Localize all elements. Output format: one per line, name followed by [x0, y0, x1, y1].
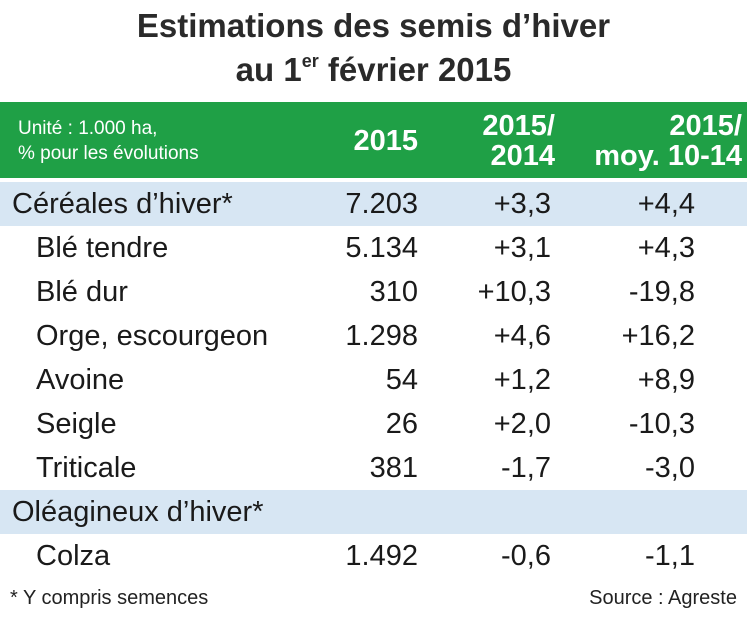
cell-vs-2014: +3,3	[493, 188, 551, 220]
table-header: Unité : 1.000 ha, % pour les évolutions …	[0, 102, 747, 178]
title-line-2: au 1er février 2015	[0, 48, 747, 92]
cell-vs-average: -1,1	[645, 540, 695, 572]
table-title: Estimations des semis d’hiver au 1er fév…	[0, 4, 747, 92]
column-header-vs-2014: 2015/ 2014	[482, 111, 555, 171]
row-label: Triticale	[36, 452, 137, 484]
cell-2015: 7.203	[345, 188, 418, 220]
cell-vs-2014: -1,7	[501, 452, 551, 484]
row-label: Blé dur	[36, 276, 128, 308]
cell-2015: 54	[385, 364, 418, 396]
unit-note: Unité : 1.000 ha, % pour les évolutions	[18, 116, 199, 166]
cell-vs-2014: +4,6	[493, 320, 551, 352]
table-row: Blé tendre 5.134 +3,1 +4,3	[0, 226, 747, 270]
cell-2015: 26	[385, 408, 418, 440]
cell-2015: 381	[369, 452, 418, 484]
cell-vs-average: +8,9	[637, 364, 695, 396]
column-header-vs-average-line-2: moy. 10-14	[594, 140, 742, 172]
source-note: Source : Agreste	[589, 587, 737, 609]
cell-vs-2014: +1,2	[493, 364, 551, 396]
row-label: Avoine	[36, 364, 125, 396]
table-row: Triticale 381 -1,7 -3,0	[0, 446, 747, 490]
footnote: * Y compris semences	[10, 587, 209, 609]
table-row: Seigle 26 +2,0 -10,3	[0, 402, 747, 446]
cell-vs-2014: +10,3	[477, 276, 551, 308]
row-label: Blé tendre	[36, 232, 169, 264]
row-label: Colza	[36, 540, 111, 572]
cell-vs-2014: +3,1	[493, 232, 551, 264]
cell-2015: 1.298	[345, 320, 418, 352]
column-header-vs-2014-line-2: 2014	[490, 140, 555, 172]
cell-vs-average: -19,8	[628, 276, 695, 308]
row-label: Oléagineux d’hiver*	[12, 496, 264, 528]
category-row: Oléagineux d’hiver*	[0, 490, 747, 534]
cell-vs-average: +4,4	[637, 188, 695, 220]
title-line-2-suffix: février 2015	[318, 51, 512, 88]
cell-vs-average: -3,0	[645, 452, 695, 484]
column-header-2015: 2015	[353, 125, 418, 157]
table-row: Blé dur 310 +10,3 -19,8	[0, 270, 747, 314]
title-line-2-prefix: au 1	[235, 51, 302, 88]
category-row: Céréales d’hiver* 7.203 +3,3 +4,4	[0, 182, 747, 226]
row-label: Seigle	[36, 408, 117, 440]
cell-2015: 5.134	[345, 232, 418, 264]
table-row: Orge, escourgeon 1.298 +4,6 +16,2	[0, 314, 747, 358]
row-label: Céréales d’hiver*	[12, 188, 233, 220]
table-row: Colza 1.492 -0,6 -1,1	[0, 534, 747, 578]
cell-vs-average: +16,2	[621, 320, 695, 352]
unit-note-line-2: % pour les évolutions	[18, 143, 199, 164]
cell-vs-2014: +2,0	[493, 408, 551, 440]
cell-vs-average: +4,3	[637, 232, 695, 264]
cell-vs-2014: -0,6	[501, 540, 551, 572]
cell-2015: 310	[369, 276, 418, 308]
column-header-vs-average: 2015/ moy. 10-14	[594, 111, 742, 171]
row-label: Orge, escourgeon	[36, 320, 269, 352]
cell-2015: 1.492	[345, 540, 418, 572]
title-line-2-sup: er	[301, 51, 319, 71]
unit-note-line-1: Unité : 1.000 ha,	[18, 118, 158, 139]
table-row: Avoine 54 +1,2 +8,9	[0, 358, 747, 402]
cell-vs-average: -10,3	[628, 408, 695, 440]
column-header-vs-2014-line-1: 2015/	[482, 110, 555, 142]
title-line-1: Estimations des semis d’hiver	[136, 7, 611, 44]
column-header-vs-average-line-1: 2015/	[669, 110, 742, 142]
